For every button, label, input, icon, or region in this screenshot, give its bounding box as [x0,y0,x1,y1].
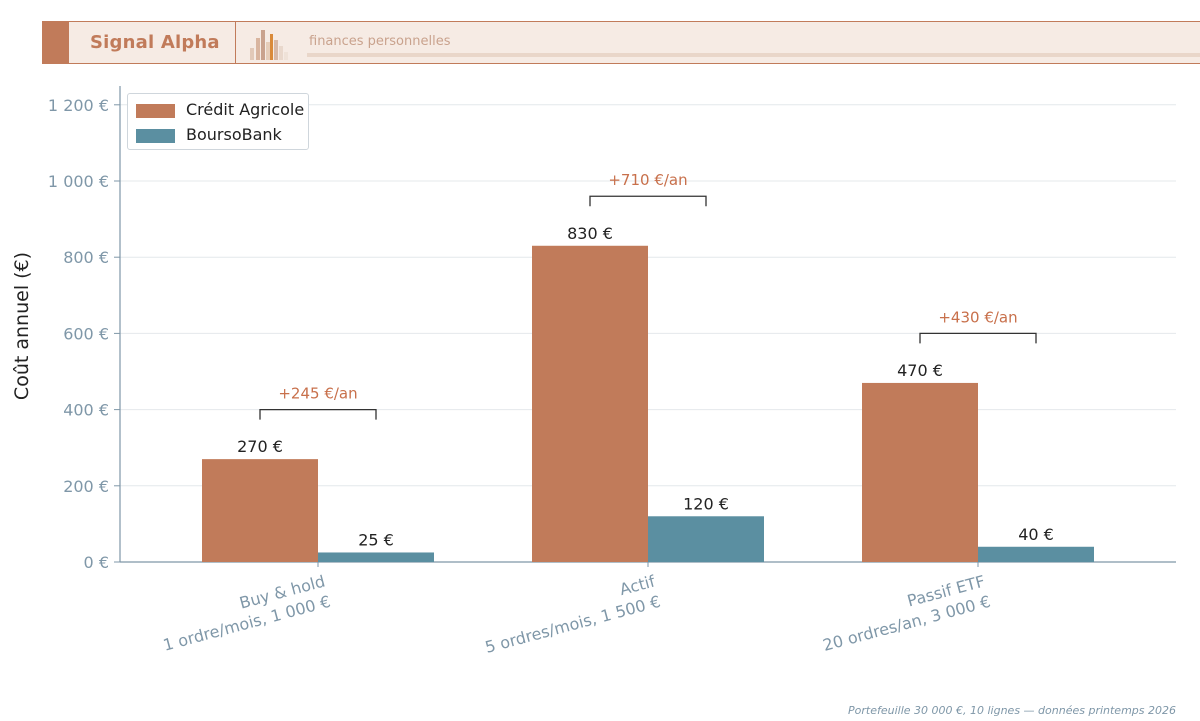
bar-value-label: 470 € [897,361,943,380]
difference-bracket [919,332,1037,344]
category-detail: 5 ordres/mois, 1 500 € [483,592,662,657]
bar-value-label: 40 € [1018,525,1054,544]
bar-value-label: 270 € [237,437,283,456]
bar [532,245,648,562]
brand-accent-block [42,22,69,63]
tagline-underline [307,53,1200,57]
bar-value-label: 25 € [358,530,394,549]
legend-swatch-boursobank [136,129,175,143]
difference-bracket [589,195,707,207]
chart-legend: Crédit Agricole BoursoBank [127,93,309,150]
footnote: Portefeuille 30 000 €, 10 lignes — donné… [848,704,1176,717]
difference-annotation: +245 €/an [278,385,357,403]
y-tick-label: 1 000 € [48,172,109,191]
legend-label-boursobank: BoursoBank [186,125,282,144]
difference-annotation: +430 €/an [938,308,1017,326]
bar [202,459,318,562]
bar [318,552,434,562]
difference-annotation: +710 €/an [608,171,687,189]
y-axis-label: Coût annuel (€) [11,252,33,400]
y-tick-label: 0 € [84,553,109,572]
y-tick-label: 1 200 € [48,96,109,115]
bar-chart-logo-icon [250,30,288,60]
y-tick-label: 200 € [63,477,109,496]
bar-value-label: 120 € [683,494,729,513]
y-tick-label: 800 € [63,248,109,267]
bar-value-label: 830 € [567,224,613,243]
bar [648,516,764,562]
banner-divider [235,22,236,63]
brand-name: Signal Alpha [90,32,220,53]
y-tick-label: 400 € [63,401,109,420]
y-tick-label: 600 € [63,324,109,343]
x-tick-label: Actif5 ordres/mois, 1 500 € [478,571,663,657]
bar [862,382,978,562]
difference-bracket [259,408,377,420]
tagline: finances personnelles [309,34,451,49]
bar [978,546,1094,562]
x-tick-label: Buy & hold1 ordre/mois, 1 000 € [156,572,333,655]
x-tick-label: Passif ETF20 ordres/an, 3 000 € [815,572,992,655]
legend-label-credit-agricole: Crédit Agricole [186,100,305,119]
legend-swatch-credit-agricole [136,104,175,118]
header-banner: Signal Alpha finances personnelles [42,21,1200,64]
